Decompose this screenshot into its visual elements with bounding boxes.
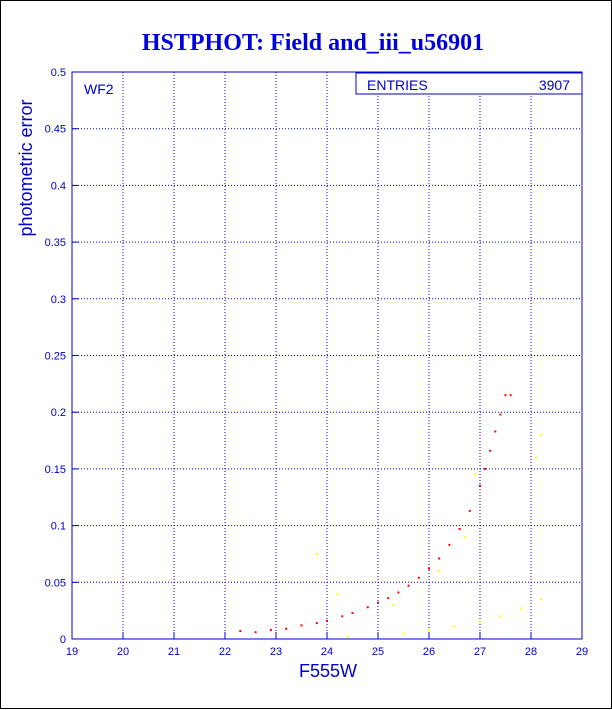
data-point bbox=[392, 603, 395, 606]
data-point bbox=[428, 628, 430, 631]
data-point bbox=[535, 456, 538, 459]
data-point bbox=[269, 628, 272, 631]
data-point bbox=[453, 625, 456, 628]
data-point bbox=[407, 584, 410, 587]
data-point bbox=[438, 557, 441, 560]
x-tick-label: 26 bbox=[423, 646, 435, 658]
x-tick-label: 24 bbox=[321, 646, 333, 658]
y-axis-ticks: 0 0.05 0.1 0.15 0.2 0.25 0.3 0.35 0.4 0.45 0.5 bbox=[45, 67, 79, 646]
data-point bbox=[489, 449, 492, 452]
data-point bbox=[351, 611, 354, 614]
stats-box bbox=[355, 72, 583, 95]
data-point bbox=[499, 413, 502, 416]
x-tick-label: 21 bbox=[168, 646, 180, 658]
x-tick-label: 23 bbox=[270, 646, 282, 658]
data-point bbox=[438, 569, 441, 572]
data-point bbox=[484, 467, 487, 470]
data-point bbox=[458, 528, 461, 531]
data-point bbox=[499, 615, 502, 618]
chart-title: HSTPHOT: Field and_iii_u56901 bbox=[142, 30, 484, 56]
y-tick-label: 0.25 bbox=[45, 351, 66, 363]
data-points bbox=[239, 394, 543, 638]
x-axis-label: F555W bbox=[299, 661, 357, 681]
y-tick-label: 0.35 bbox=[45, 237, 66, 249]
data-point bbox=[366, 606, 369, 609]
data-point bbox=[336, 592, 339, 595]
x-tick-label: 19 bbox=[66, 646, 78, 658]
data-point bbox=[254, 631, 257, 634]
y-tick-label: 0 bbox=[60, 634, 66, 646]
data-point bbox=[519, 607, 522, 610]
y-tick-label: 0.05 bbox=[45, 577, 66, 589]
data-point bbox=[479, 620, 481, 623]
data-point bbox=[463, 535, 466, 538]
data-point bbox=[473, 473, 476, 476]
data-point bbox=[315, 552, 318, 555]
data-point bbox=[300, 624, 303, 627]
data-point bbox=[448, 543, 451, 546]
data-point bbox=[346, 635, 349, 638]
data-point bbox=[540, 433, 543, 436]
panel-label: WF2 bbox=[84, 81, 114, 97]
y-tick-label: 0.2 bbox=[51, 407, 66, 419]
x-tick-label: 27 bbox=[474, 646, 486, 658]
data-point bbox=[387, 597, 390, 600]
stats-label: ENTRIES bbox=[367, 77, 428, 93]
x-axis-ticks: 19 20 21 22 23 24 25 26 27 28 29 bbox=[66, 632, 588, 658]
x-tick-label: 25 bbox=[372, 646, 384, 658]
data-point bbox=[479, 484, 481, 487]
y-tick-label: 0.3 bbox=[51, 294, 66, 306]
y-tick-label: 0.5 bbox=[51, 67, 66, 79]
data-point bbox=[377, 601, 379, 604]
data-point bbox=[239, 630, 242, 633]
data-point bbox=[341, 615, 344, 618]
data-point bbox=[428, 567, 430, 570]
data-point bbox=[326, 619, 328, 622]
x-tick-label: 20 bbox=[117, 646, 129, 658]
data-point bbox=[494, 430, 497, 433]
y-tick-label: 0.1 bbox=[51, 521, 66, 533]
y-tick-label: 0.4 bbox=[51, 180, 66, 192]
data-point bbox=[509, 394, 512, 397]
grid bbox=[71, 71, 583, 640]
data-point bbox=[315, 622, 318, 625]
x-tick-label: 29 bbox=[576, 646, 588, 658]
y-tick-label: 0.15 bbox=[45, 464, 66, 476]
data-point bbox=[540, 598, 543, 601]
y-tick-label: 0.45 bbox=[45, 124, 66, 136]
y-axis-label: photometric error bbox=[16, 99, 36, 236]
x-tick-label: 22 bbox=[219, 646, 231, 658]
stats-value: 3907 bbox=[539, 77, 570, 93]
data-point bbox=[417, 576, 420, 579]
data-point bbox=[285, 627, 288, 630]
data-point bbox=[468, 509, 471, 512]
x-tick-label: 28 bbox=[525, 646, 537, 658]
data-point bbox=[397, 591, 400, 594]
data-point bbox=[402, 632, 405, 635]
data-point bbox=[504, 394, 507, 397]
